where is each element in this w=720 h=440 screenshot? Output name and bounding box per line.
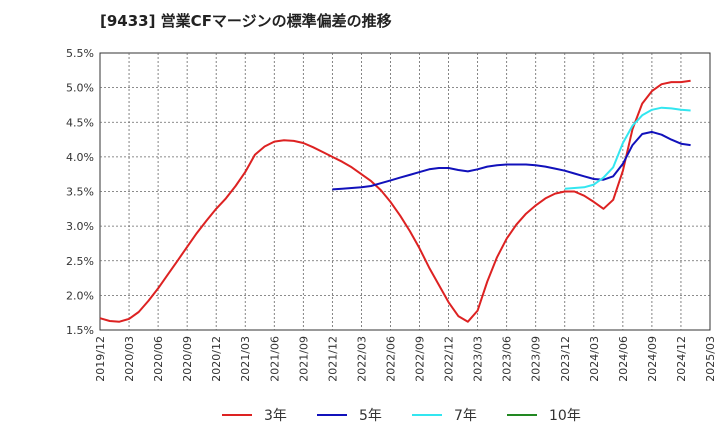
x-tick-label: 2021/06 [268,336,281,382]
y-tick-label: 4.5% [66,116,94,129]
y-tick-label: 1.5% [66,324,94,337]
legend: 3年 5年 7年 10年 [222,408,581,424]
x-tick-label: 2024/06 [617,336,630,382]
x-tick-label: 2020/12 [210,336,223,382]
x-tick-label: 2024/09 [646,336,659,382]
x-tick-label: 2022/09 [414,336,427,382]
series-line-3年 [99,79,691,323]
chart-title: [9433] 営業CFマージンの標準偏差の推移 [100,12,392,30]
x-tick-label: 2025/03 [704,336,717,382]
x-tick-label: 2020/03 [123,336,136,382]
x-tick-label: 2023/03 [472,336,485,382]
x-tick-label: 2024/03 [588,336,601,382]
x-tick-label: 2023/06 [501,336,514,382]
x-tick-label: 2023/09 [530,336,543,382]
y-tick-label: 2.0% [66,289,94,302]
y-tick-label: 4.0% [66,151,94,164]
x-tick-label: 2022/06 [384,336,397,382]
series-line-5年 [332,130,691,191]
y-tick-label: 5.5% [66,47,94,60]
x-tick-label: 2020/06 [152,336,165,382]
y-tick-label: 3.5% [66,186,94,199]
x-axis-tick-labels: 2019/12 2020/03 2020/06 2020/09 2020/12 2021/… [94,336,717,382]
x-tick-label: 2022/12 [443,336,456,382]
x-tick-label: 2023/12 [559,336,572,382]
x-tick-label: 2021/03 [239,336,252,382]
y-tick-label: 3.0% [66,220,94,233]
x-tick-label: 2019/12 [94,336,107,382]
y-axis-tick-labels: 1.5% 2.0% 2.5% 3.0% 3.5% 4.0% 4.5% 5.0% 5.5% [66,47,94,337]
legend-label: 3年 [264,408,287,424]
grid-lines [100,53,710,330]
y-tick-label: 5.0% [66,82,94,95]
y-tick-label: 2.5% [66,255,94,268]
legend-label: 7年 [454,408,477,424]
legend-label: 5年 [359,408,382,424]
x-tick-label: 2020/09 [181,336,194,382]
series-line-7年 [564,106,691,190]
series-lines [99,79,691,323]
legend-label: 10年 [549,408,581,424]
x-tick-label: 2021/09 [297,336,310,382]
x-tick-label: 2022/03 [355,336,368,382]
x-tick-label: 2021/12 [326,336,339,382]
x-tick-label: 2024/12 [675,336,688,382]
